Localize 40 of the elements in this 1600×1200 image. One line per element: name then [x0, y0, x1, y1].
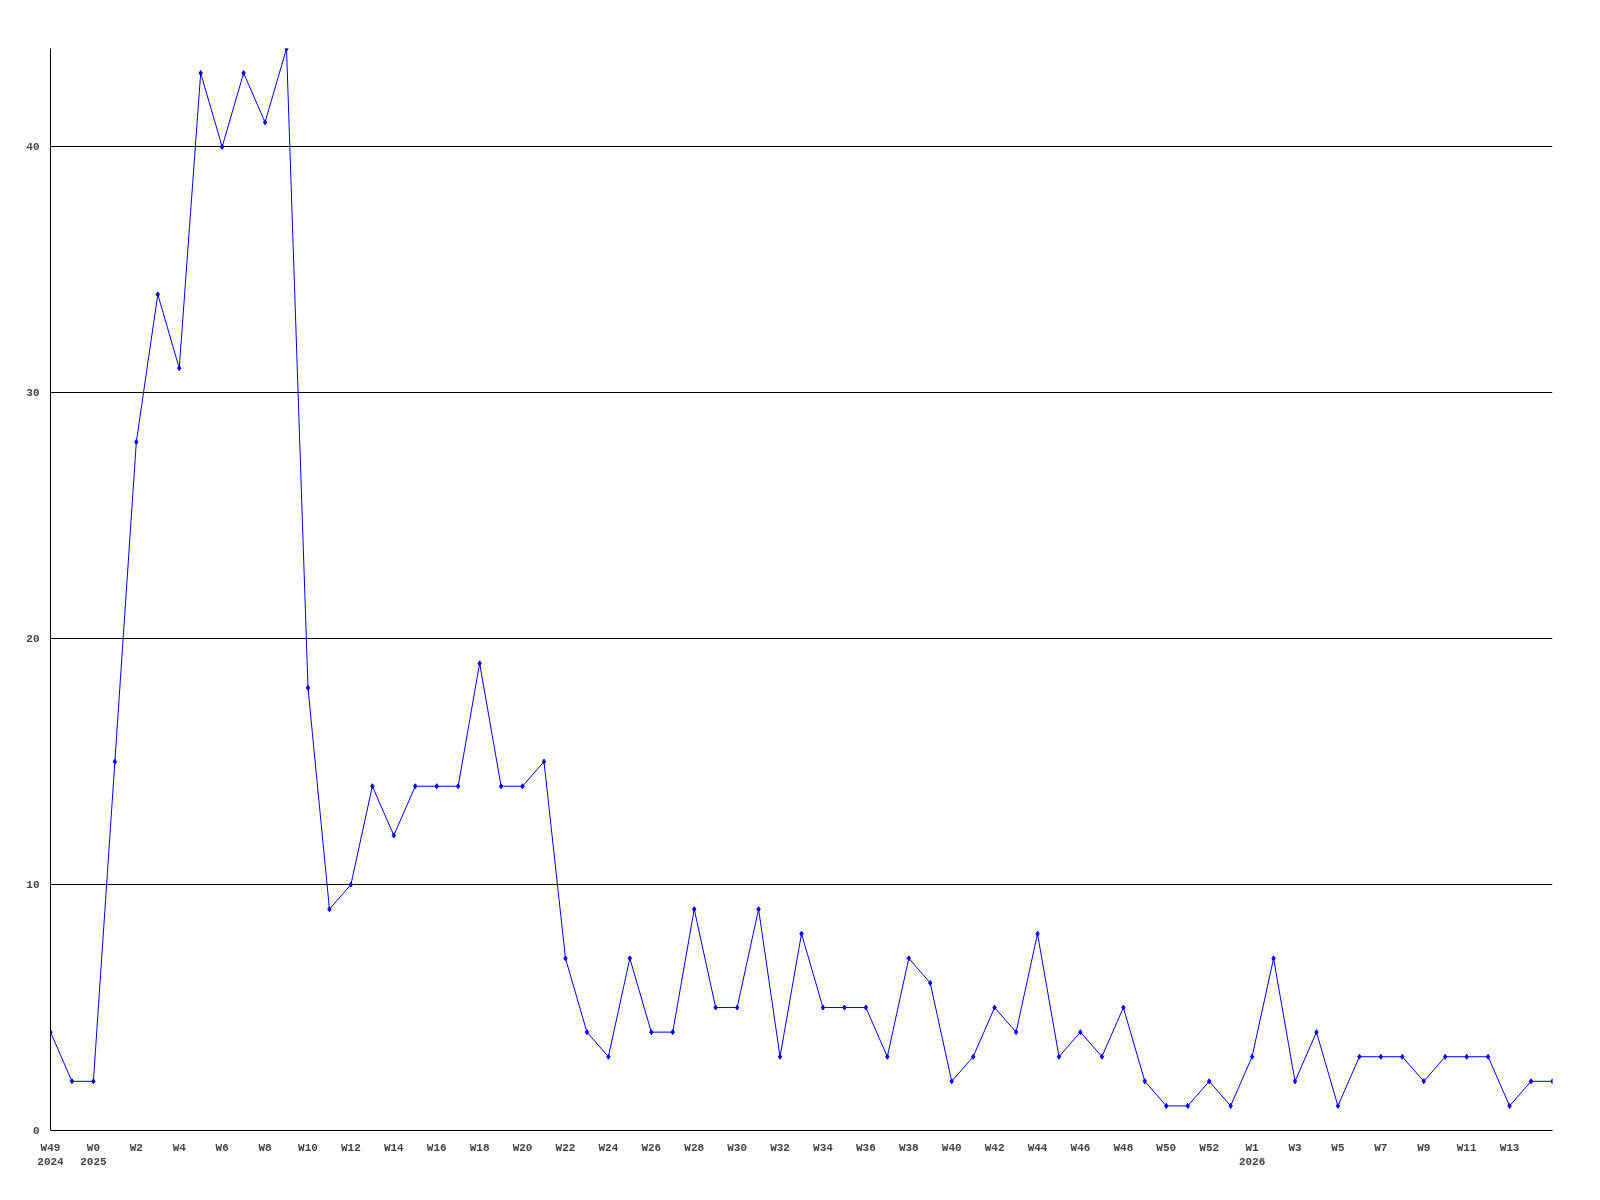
x-tick-label: W5 — [1331, 1141, 1345, 1154]
y-tick-label: 20 — [26, 633, 40, 646]
x-tick-label: W24 — [598, 1141, 619, 1154]
x-tick-label: W12 — [341, 1141, 361, 1154]
x-tick-label: W13 — [1499, 1141, 1520, 1154]
x-tick-label: W22 — [555, 1141, 576, 1154]
y-tick-label: 30 — [26, 387, 40, 400]
x-tick-label: W4 — [172, 1141, 187, 1154]
x-tick-label: W20 — [512, 1141, 533, 1154]
y-tick-label: 0 — [32, 1125, 40, 1137]
x-tick-label: W18 — [469, 1141, 490, 1154]
x-tick-label: W50 — [1156, 1141, 1177, 1154]
x-tick-label: W11 — [1456, 1141, 1477, 1154]
x-tick-label: W2 — [129, 1141, 143, 1154]
x-tick-label: W44 — [1027, 1141, 1048, 1154]
x-tick-label: W7 — [1374, 1141, 1388, 1154]
y-tick-label: 10 — [26, 879, 40, 892]
x-tick-label: W42 — [984, 1141, 1005, 1154]
x-tick-label: W30 — [727, 1141, 748, 1154]
x-tick-label: W10 — [298, 1141, 318, 1154]
x-tick-label: W16 — [426, 1141, 447, 1154]
x-tick-label: W32 — [770, 1141, 790, 1154]
x-tick-label: W0 2025 — [80, 1141, 108, 1168]
x-tick-label: W8 — [258, 1141, 273, 1154]
x-tick-label: W28 — [684, 1141, 705, 1154]
x-tick-label: W38 — [898, 1141, 920, 1154]
x-tick-label: W9 — [1417, 1141, 1431, 1154]
x-tick-label: W14 — [383, 1141, 405, 1154]
x-tick-label: W48 — [1113, 1141, 1134, 1154]
x-tick-label: W52 — [1199, 1141, 1220, 1154]
x-tick-label: W3 — [1288, 1141, 1303, 1154]
x-tick-label: W40 — [941, 1141, 962, 1154]
x-tick-label: W1 2026 — [1238, 1141, 1266, 1168]
x-tick-label: W34 — [813, 1141, 834, 1154]
x-tick-label: W46 — [1070, 1141, 1091, 1154]
x-tick-label: W26 — [641, 1141, 662, 1154]
x-tick-label: W36 — [855, 1141, 876, 1154]
y-tick-label: 40 — [26, 141, 40, 154]
x-tick-label: W49 2024 — [37, 1141, 65, 1168]
x-tick-label: W6 — [215, 1141, 229, 1154]
